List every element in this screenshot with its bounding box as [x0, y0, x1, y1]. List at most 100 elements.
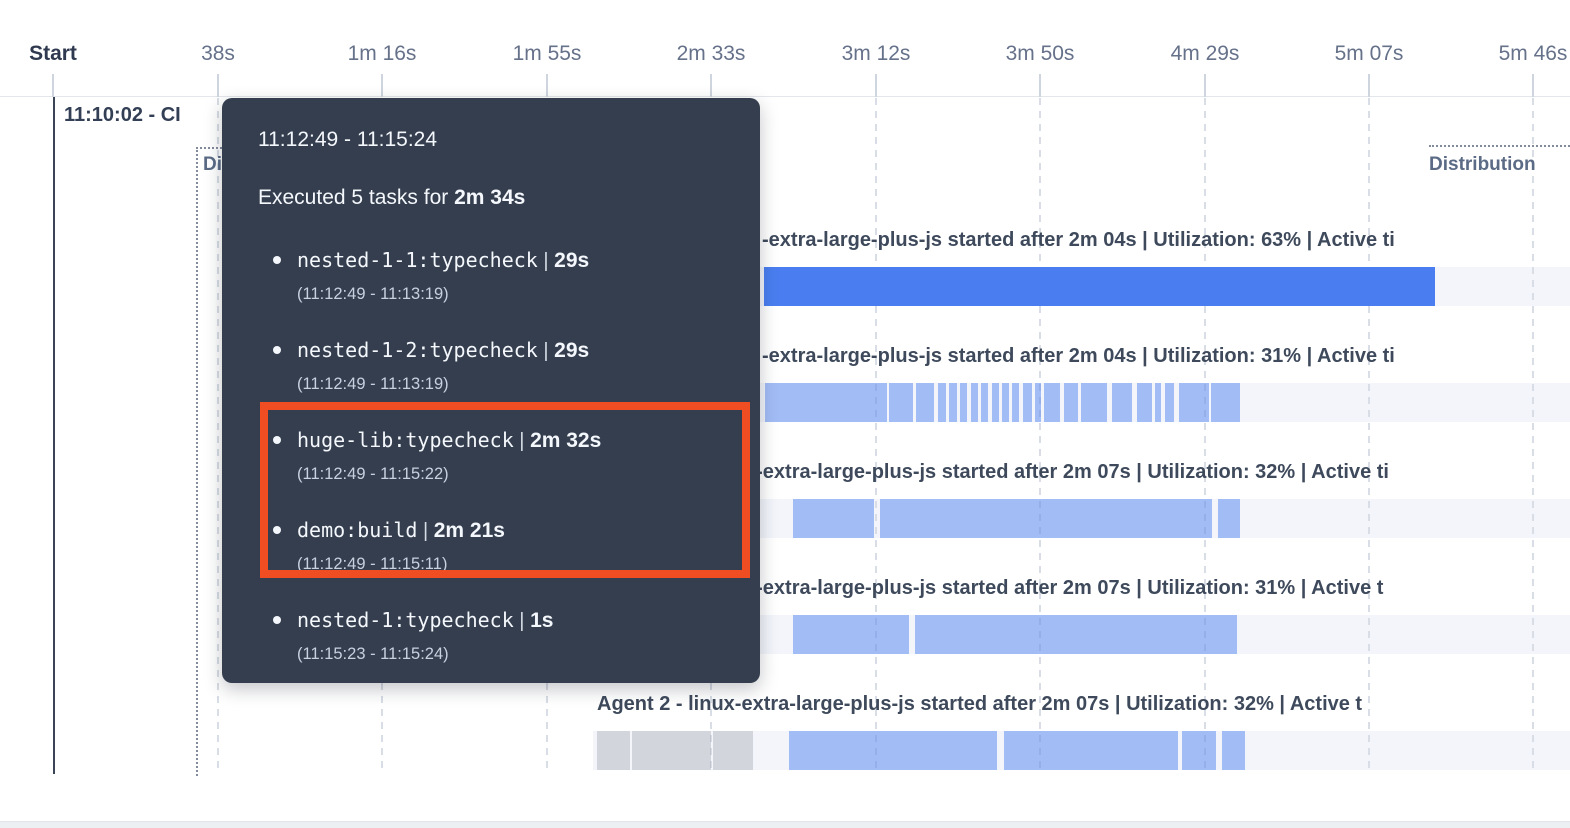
tooltip-task-name-line: demo:build | 2m 21s — [297, 518, 505, 543]
tooltip-task-duration: 29s — [554, 339, 590, 362]
task-bar-segment[interactable] — [597, 731, 630, 770]
task-tooltip: 11:12:49 - 11:15:24 Executed 5 tasks for… — [222, 98, 760, 683]
axis-tick — [381, 74, 383, 97]
tooltip-summary-prefix: Executed 5 tasks for — [258, 186, 455, 209]
task-bar-segment[interactable] — [1137, 383, 1152, 422]
tooltip-task-duration: 2m 21s — [433, 519, 505, 542]
task-bar-segment[interactable] — [1155, 383, 1161, 422]
agent-row-label: -extra-large-plus-js started after 2m 04… — [762, 229, 1395, 251]
task-bar-segment[interactable] — [915, 615, 1237, 654]
bullet-icon — [273, 436, 281, 444]
tooltip-summary: Executed 5 tasks for 2m 34s — [258, 186, 525, 210]
tooltip-task-name-line: huge-lib:typecheck | 2m 32s — [297, 428, 601, 453]
task-bar-segment[interactable] — [713, 731, 753, 770]
bullet-icon — [273, 346, 281, 354]
bullet-icon — [273, 616, 281, 624]
gridline — [1368, 98, 1370, 774]
tooltip-task-name: nested-1:typecheck — [297, 608, 514, 632]
bullet-icon — [273, 526, 281, 534]
axis-tick-label: 38s — [201, 42, 235, 65]
task-bar-segment[interactable] — [880, 499, 1212, 538]
axis-tick — [217, 74, 219, 97]
task-bar-segment[interactable] — [1023, 383, 1032, 422]
task-bar-segment[interactable] — [949, 383, 957, 422]
tooltip-task-duration: 2m 32s — [530, 429, 602, 452]
bullet-icon — [273, 256, 281, 264]
task-bar-segment[interactable] — [793, 615, 909, 654]
axis-label-start: Start — [29, 42, 77, 65]
footer-band — [0, 822, 1570, 828]
gridline — [1532, 98, 1534, 774]
task-bar-segment[interactable] — [1004, 731, 1178, 770]
axis-tick-label: 3m 50s — [1005, 42, 1075, 65]
tooltip-task-time-range: (11:15:23 - 11:15:24) — [297, 645, 449, 663]
task-bar-segment[interactable] — [1218, 499, 1240, 538]
chart-container-border — [53, 97, 55, 774]
tooltip-task-separator: | — [513, 430, 531, 452]
phase-box-label: Distribution — [1429, 154, 1536, 175]
task-bar-segment[interactable] — [971, 383, 978, 422]
task-bar-segment[interactable] — [916, 383, 934, 422]
tooltip-task-time-range: (11:12:49 - 11:13:19) — [297, 285, 449, 303]
tooltip-task-duration: 29s — [554, 249, 590, 272]
phase-box-label: Di — [203, 154, 222, 175]
task-bar-segment[interactable] — [889, 383, 913, 422]
axis-tick — [875, 74, 877, 97]
task-bar-segment[interactable] — [1165, 383, 1174, 422]
phase-box-distribution-right: Distribution — [1429, 145, 1570, 187]
task-bar-segment[interactable] — [938, 383, 946, 422]
tooltip-summary-duration: 2m 34s — [454, 186, 526, 209]
task-bar-segment[interactable] — [981, 383, 988, 422]
axis-tick — [1368, 74, 1370, 97]
axis-tick — [1039, 74, 1041, 97]
tooltip-task-name-line: nested-1-2:typecheck | 29s — [297, 338, 589, 363]
tooltip-task-name-line: nested-1-1:typecheck | 29s — [297, 248, 589, 273]
task-bar-segment[interactable] — [1002, 383, 1009, 422]
task-bar-segment[interactable] — [789, 731, 997, 770]
axis-tick-label: 4m 29s — [1170, 42, 1240, 65]
agent-row-track — [593, 731, 1570, 770]
tooltip-task-separator: | — [537, 340, 555, 362]
axis-tick — [1532, 74, 1534, 97]
run-label: 11:10:02 - CI — [64, 104, 181, 126]
task-bar-segment[interactable] — [1044, 383, 1060, 422]
task-bar-segment[interactable] — [1064, 383, 1078, 422]
task-bar-segment[interactable] — [765, 383, 887, 422]
task-bar-segment[interactable] — [1035, 383, 1041, 422]
task-bar-segment[interactable] — [1112, 383, 1132, 422]
tooltip-task-name: huge-lib:typecheck — [297, 428, 514, 452]
task-bar-segment[interactable] — [793, 499, 874, 538]
gridline — [875, 98, 877, 774]
axis-tick — [52, 74, 54, 97]
agent-row-label: x-extra-large-plus-js started after 2m 0… — [745, 461, 1389, 483]
tooltip-task-name: demo:build — [297, 518, 418, 542]
task-bar-segment[interactable] — [1182, 731, 1216, 770]
agent-row-label: x-extra-large-plus-js started after 2m 0… — [745, 577, 1384, 599]
tooltip-task-separator: | — [537, 250, 555, 272]
task-bar-segment[interactable] — [1211, 383, 1240, 422]
task-bar-segment[interactable] — [1012, 383, 1019, 422]
axis-tick-label: 1m 16s — [347, 42, 417, 65]
axis-tick — [1204, 74, 1206, 97]
gridline — [1039, 98, 1041, 774]
task-bar-segment[interactable] — [1081, 383, 1107, 422]
tooltip-task-name-line: nested-1:typecheck | 1s — [297, 608, 553, 633]
tooltip-task-time-range: (11:12:49 - 11:15:11) — [297, 555, 448, 573]
axis-tick-label: 2m 33s — [676, 42, 746, 65]
agent-row-label: -extra-large-plus-js started after 2m 04… — [762, 345, 1395, 367]
gridline — [1204, 98, 1206, 774]
task-bar-segment[interactable] — [632, 731, 711, 770]
axis-tick-label: 5m 46s — [1498, 42, 1568, 65]
tooltip-task-duration: 1s — [530, 609, 554, 632]
task-bar-segment[interactable] — [992, 383, 999, 422]
task-bar-segment[interactable] — [764, 267, 1435, 306]
task-bar-segment[interactable] — [960, 383, 967, 422]
tooltip-task-time-range: (11:12:49 - 11:13:19) — [297, 375, 449, 393]
task-bar-segment[interactable] — [1179, 383, 1209, 422]
axis-baseline — [0, 96, 1570, 97]
task-bar-segment[interactable] — [1222, 731, 1245, 770]
tooltip-task-separator: | — [417, 520, 434, 542]
axis-tick-label: 3m 12s — [841, 42, 911, 65]
tooltip-task-separator: | — [513, 610, 531, 632]
